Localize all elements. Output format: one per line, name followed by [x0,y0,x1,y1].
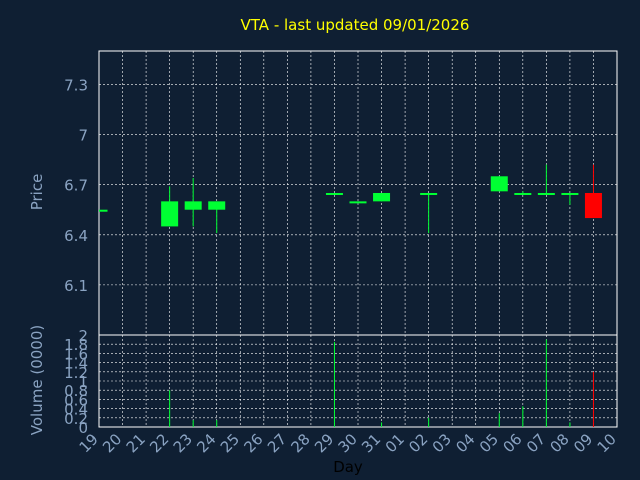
volume-tick-label: 0 [78,419,88,437]
x-tick-label: 09 [570,430,596,456]
candle-body [373,193,391,202]
x-tick-label: 02 [405,430,431,456]
x-tick-label: 01 [382,430,408,456]
volume-tick-label: 0.4 [64,401,88,419]
x-tick-label: 20 [99,430,125,456]
volume-bar [522,406,524,427]
x-tick-label: 26 [240,430,266,456]
candle-body [514,193,532,195]
x-tick-label: 22 [146,430,172,456]
price-tick-label: 6.1 [64,277,88,295]
price-axis-label: Price [28,174,46,211]
volume-tick-label: 1 [78,373,88,391]
candle-body [161,201,179,227]
x-tick-label: 29 [311,430,337,456]
x-tick-label: 05 [476,430,502,456]
volume-tick-label: 0.8 [64,382,88,400]
x-tick-label: 25 [217,430,243,456]
volume-bar [192,420,194,427]
candle-body [99,209,108,212]
x-tick-label: 24 [193,430,219,456]
x-tick-label: 21 [123,430,149,456]
x-axis-label: Day [333,458,363,476]
candle-body [537,193,555,195]
x-tick-label: 03 [429,430,455,456]
candle-body [208,201,226,210]
volume-bar [569,422,571,427]
volume-axis-label: Volume (0000) [28,325,46,435]
volume-tick-label: 0.6 [64,391,88,409]
x-tick-label: 28 [288,430,314,456]
x-tick-label: 10 [594,430,620,456]
volume-bar [498,413,500,427]
x-tick-label: 08 [547,430,573,456]
candle-body [325,193,343,195]
volume-bar [381,422,383,427]
volume-tick-label: 1.8 [64,336,88,354]
x-tick-label: 07 [523,430,549,456]
candle-body [184,201,202,210]
x-tick-label: 06 [499,430,525,456]
x-tick-label: 04 [452,430,478,456]
x-tick-label: 30 [335,430,361,456]
candle-body [490,176,508,192]
price-tick-label: 6.7 [64,177,88,195]
price-panel: 6.1 6.4 6.7 7 7.3 [64,50,618,336]
volume-tick-label: 0.2 [64,410,88,428]
candle-body [420,193,438,195]
x-tick-label: 27 [264,430,290,456]
volume-bar [592,371,594,427]
price-tick-label: 7.3 [64,76,88,94]
volume-panel: 00.20.40.60.811.21.41.61.821920212223242… [64,327,620,456]
x-tick-label: 23 [170,430,196,456]
x-tick-label: 31 [358,430,384,456]
chart-title: VTA - last updated 09/01/2026 [241,16,470,34]
candle-body [584,193,602,219]
volume-bar [333,341,335,427]
volume-tick-label: 1.6 [64,345,88,363]
volume-bar [216,420,218,427]
volume-bar [545,339,547,427]
volume-tick-label: 1.4 [64,355,88,373]
volume-tick-label: 2 [78,327,88,345]
price-tick-label: 7 [78,127,88,145]
candle-body [561,193,579,195]
volume-bar [428,417,430,427]
volume-tick-label: 1.2 [64,364,88,382]
candle-body [349,201,367,204]
volume-bar [169,390,171,427]
price-tick-label: 6.4 [64,227,88,245]
